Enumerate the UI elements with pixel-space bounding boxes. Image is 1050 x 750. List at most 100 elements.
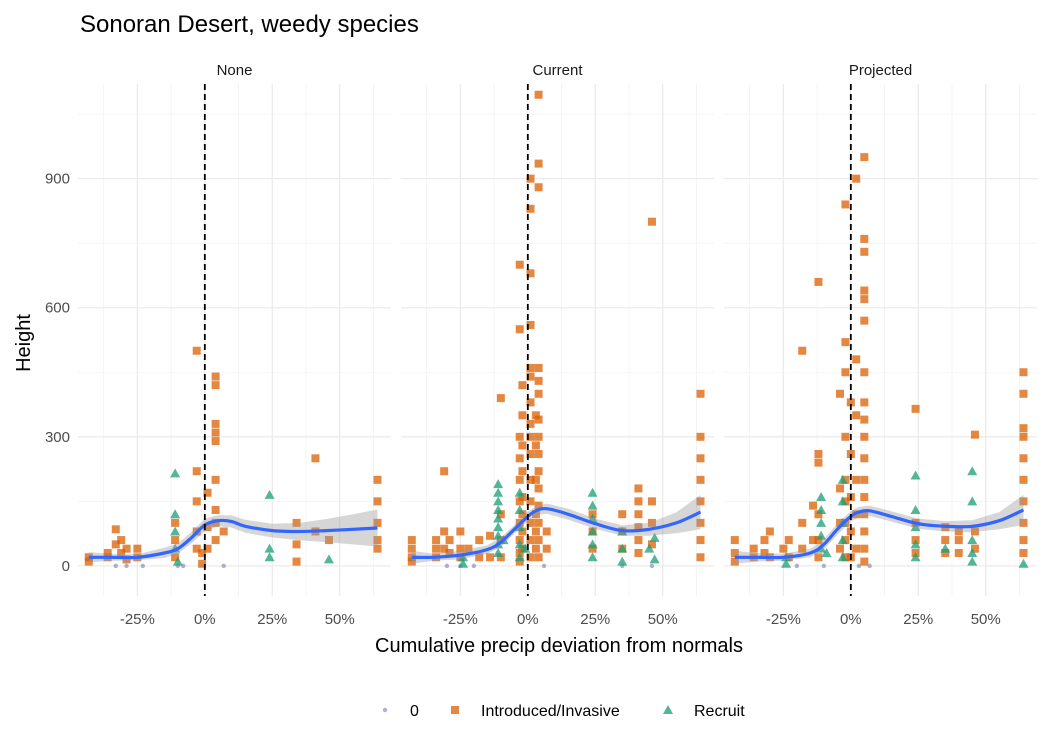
data-point	[1019, 389, 1028, 398]
facet-label: None	[217, 62, 253, 79]
data-point	[515, 557, 524, 566]
data-point	[117, 536, 126, 545]
data-point	[541, 563, 547, 569]
data-point	[534, 90, 543, 99]
data-point	[526, 450, 535, 459]
smooth-confidence-band	[411, 494, 701, 564]
data-point	[634, 548, 643, 557]
data-point	[696, 553, 705, 562]
data-point	[967, 466, 978, 476]
data-point	[1019, 536, 1028, 545]
data-point	[526, 475, 535, 484]
data-point	[1019, 497, 1028, 506]
data-point	[493, 522, 504, 532]
data-point	[649, 563, 655, 569]
data-point	[860, 398, 869, 407]
data-point	[841, 338, 850, 347]
data-point	[846, 398, 855, 407]
data-point	[264, 489, 275, 499]
data-point	[837, 474, 848, 484]
data-point	[634, 523, 643, 532]
data-point	[860, 527, 869, 536]
data-point	[696, 536, 705, 545]
data-point	[860, 153, 869, 162]
data-point	[534, 553, 543, 562]
data-point	[534, 484, 543, 493]
data-point	[784, 536, 793, 545]
data-point	[515, 497, 524, 506]
data-point	[967, 556, 978, 566]
data-point	[133, 544, 142, 553]
data-point	[515, 475, 524, 484]
data-point	[496, 510, 505, 519]
data-point	[794, 563, 800, 569]
data-point	[211, 419, 220, 428]
data-point	[588, 544, 597, 553]
data-point	[841, 200, 850, 209]
data-point	[192, 467, 201, 476]
panel-none: None -25% 0% 25% 50% 0 300 600 900	[45, 62, 391, 628]
smooth-line	[411, 506, 702, 560]
data-point	[440, 544, 449, 553]
data-point	[518, 411, 527, 420]
data-point	[531, 544, 540, 553]
data-point	[730, 536, 739, 545]
data-point	[514, 522, 525, 532]
data-point	[292, 518, 301, 527]
data-point	[534, 159, 543, 168]
data-point	[534, 183, 543, 192]
data-point	[814, 553, 823, 562]
data-point	[816, 517, 827, 527]
data-point	[471, 563, 477, 569]
data-point	[373, 497, 382, 506]
data-point	[117, 548, 126, 557]
data-point	[587, 513, 598, 523]
data-point	[211, 536, 220, 545]
data-point	[587, 526, 598, 536]
data-point	[440, 527, 449, 536]
x-tick-label: -25%	[443, 611, 478, 628]
data-point	[809, 501, 818, 510]
data-point	[852, 475, 861, 484]
data-point	[211, 381, 220, 390]
data-point	[192, 544, 201, 553]
data-point	[111, 540, 120, 549]
legend-label: Introduced/Invasive	[481, 703, 620, 720]
data-point	[649, 532, 660, 542]
data-point	[954, 548, 963, 557]
data-point	[970, 527, 979, 536]
data-point	[730, 548, 739, 557]
data-point	[696, 454, 705, 463]
data-point	[1019, 475, 1028, 484]
data-point	[514, 539, 525, 549]
x-tick-label: 25%	[257, 611, 287, 628]
data-point	[814, 450, 823, 459]
data-point	[203, 523, 212, 532]
data-point	[323, 554, 334, 564]
data-point	[696, 389, 705, 398]
data-point	[534, 501, 543, 510]
data-point	[841, 368, 850, 377]
data-point	[970, 430, 979, 439]
x-tick-label: 50%	[648, 611, 678, 628]
data-point	[765, 527, 774, 536]
data-point	[1019, 432, 1028, 441]
data-point	[836, 484, 845, 493]
data-point	[493, 496, 504, 506]
data-point	[171, 553, 180, 562]
data-point	[526, 363, 535, 372]
series-recruit	[781, 466, 1029, 568]
data-point	[124, 563, 129, 569]
chart-title: Sonoran Desert, weedy species	[80, 11, 419, 38]
y-tick-label: 0	[62, 558, 70, 575]
data-point	[860, 368, 869, 377]
data-point	[373, 475, 382, 484]
data-point	[1019, 424, 1028, 433]
data-point	[617, 556, 628, 566]
data-point	[911, 404, 920, 413]
data-point	[860, 234, 869, 243]
data-point	[852, 411, 861, 420]
data-point	[798, 346, 807, 355]
data-point	[432, 544, 441, 553]
data-point	[940, 543, 951, 553]
